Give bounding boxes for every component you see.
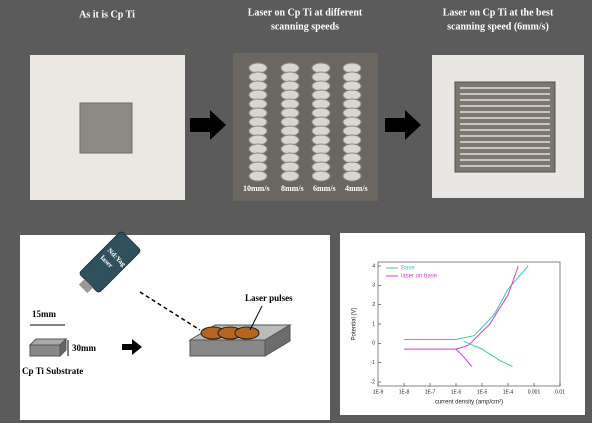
x-tick-label: 0.001 — [528, 389, 541, 395]
x-tick-label: 1E-7 — [425, 389, 436, 395]
height-label: 30mm — [72, 343, 96, 353]
panel-title: As it is Cp Ti — [79, 9, 135, 20]
y-tick-label: 3 — [372, 283, 375, 289]
y-tick-label: 0 — [372, 341, 375, 347]
x-tick-label: 1E-5 — [477, 389, 488, 395]
x-tick-label: 1E-9 — [373, 389, 384, 395]
chart-panel — [340, 233, 585, 415]
substrate-front — [190, 340, 265, 356]
y-tick-label: -1 — [371, 360, 376, 366]
speed-label: 8mm/s — [281, 184, 304, 193]
y-tick-label: 2 — [372, 302, 375, 308]
sample-plate — [80, 103, 132, 153]
panel-title: scanning speeds — [271, 21, 339, 32]
y-tick-label: 4 — [372, 263, 375, 269]
x-tick-label: 0.01 — [555, 389, 565, 395]
small-plate — [30, 345, 60, 356]
legend-label: Base — [401, 266, 415, 272]
weld-bead — [249, 171, 267, 181]
pulse — [235, 327, 259, 339]
y-axis-label: Potential (V) — [352, 307, 358, 340]
substrate-label: Cp Ti Substrate — [22, 366, 83, 376]
pulses-label: Laser pulses — [245, 293, 293, 303]
weld-bead — [281, 171, 299, 181]
width-label: 15mm — [32, 309, 56, 319]
panel-title: Laser on Cp Ti at the best — [443, 7, 554, 18]
speed-label: 6mm/s — [313, 184, 336, 193]
speed-label: 10mm/s — [243, 184, 270, 193]
y-tick-label: -2 — [371, 379, 376, 385]
speed-label: 4mm/s — [345, 184, 368, 193]
x-tick-label: 1E-4 — [503, 389, 514, 395]
figure: As it is Cp Ti Laser on Cp Ti at differe… — [0, 0, 592, 423]
panel-title: scanning speed (6mm/s) — [447, 21, 549, 32]
x-tick-label: 1E-6 — [451, 389, 462, 395]
y-tick-label: 1 — [372, 321, 375, 327]
weld-bead — [312, 171, 330, 181]
legend-label: laser on base — [401, 274, 438, 280]
weld-bead — [343, 171, 361, 181]
x-tick-label: 1E-8 — [399, 389, 410, 395]
panel-title: Laser on Cp Ti at different — [248, 7, 363, 18]
x-axis-label: current density (amp/cm²) — [435, 400, 503, 406]
treated-plate — [455, 82, 555, 172]
